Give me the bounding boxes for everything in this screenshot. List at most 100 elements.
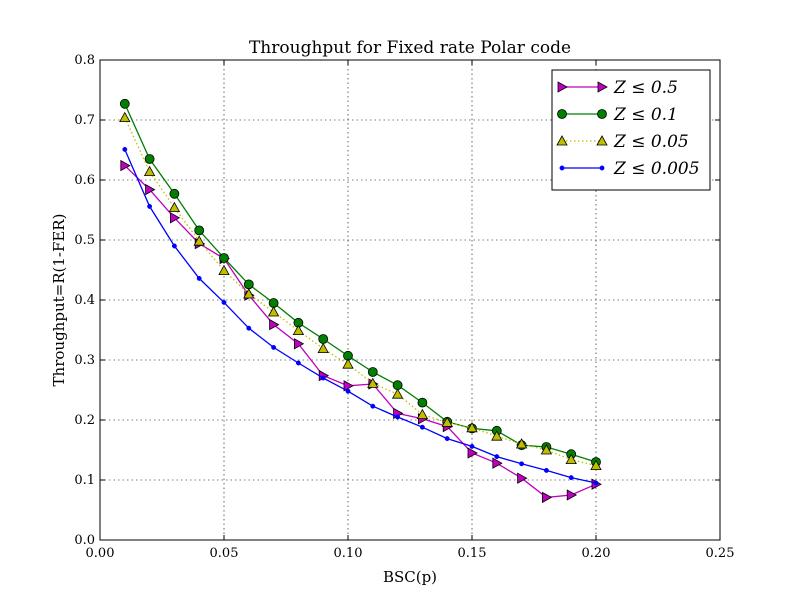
x-tick-label: 0.25 bbox=[706, 546, 735, 561]
data-point bbox=[519, 461, 525, 467]
data-point bbox=[466, 421, 478, 433]
data-point bbox=[416, 408, 429, 420]
data-point bbox=[169, 188, 180, 199]
y-tick-label: 0.6 bbox=[74, 173, 95, 188]
data-point bbox=[269, 318, 280, 331]
y-tick-label: 0.4 bbox=[74, 293, 95, 308]
legend-marker bbox=[597, 81, 608, 93]
data-point bbox=[320, 375, 326, 381]
series-2 bbox=[119, 111, 602, 471]
series-line bbox=[124, 117, 597, 467]
data-point bbox=[419, 424, 425, 430]
legend-marker bbox=[557, 81, 568, 93]
data-point bbox=[268, 298, 279, 308]
x-tick-label: 0.10 bbox=[334, 546, 363, 561]
series-line bbox=[124, 149, 597, 484]
axis-ticks: 0.00 0.05 0.10 0.15 0.20 0.25 0.0 0.1 0.2 0.3 0.4 0… bbox=[74, 53, 734, 561]
data-point bbox=[345, 388, 351, 394]
legend-label: Z ≤ 0.005 bbox=[613, 159, 700, 179]
legend-marker bbox=[556, 135, 568, 146]
data-point bbox=[543, 467, 549, 473]
data-point bbox=[221, 299, 227, 305]
data-point bbox=[391, 388, 404, 399]
data-point bbox=[494, 454, 500, 460]
data-point bbox=[119, 98, 130, 109]
data-point bbox=[517, 472, 528, 484]
data-point bbox=[243, 279, 254, 290]
data-point bbox=[171, 243, 177, 249]
data-point bbox=[593, 480, 599, 486]
y-tick-label: 0.7 bbox=[74, 113, 95, 128]
legend-marker bbox=[559, 165, 565, 171]
data-point bbox=[120, 159, 131, 172]
data-point bbox=[467, 447, 478, 459]
data-point bbox=[317, 342, 329, 354]
legend-marker bbox=[599, 165, 605, 171]
chart-title: Throughput for Fixed rate Polar code bbox=[249, 38, 571, 58]
data-point bbox=[145, 183, 156, 196]
x-tick-label: 0.00 bbox=[86, 546, 115, 561]
data-point bbox=[441, 416, 453, 427]
data-point bbox=[218, 264, 230, 276]
y-tick-label: 0.5 bbox=[74, 233, 95, 248]
data-point bbox=[515, 438, 528, 449]
legend-marker bbox=[597, 109, 607, 119]
data-point bbox=[271, 344, 277, 350]
data-point bbox=[246, 325, 252, 331]
data-point bbox=[267, 306, 280, 317]
data-point bbox=[342, 358, 354, 369]
data-point bbox=[370, 403, 376, 409]
legend-box bbox=[551, 69, 711, 191]
data-point bbox=[590, 459, 602, 471]
y-tick-label: 0.0 bbox=[74, 533, 95, 548]
legend: Z ≤ 0.5 Z ≤ 0.1 Z ≤ 0.05 Z ≤ 0.005 bbox=[551, 69, 711, 191]
data-point bbox=[295, 360, 301, 366]
series-group bbox=[119, 98, 602, 504]
x-tick-label: 0.05 bbox=[210, 546, 239, 561]
data-point bbox=[492, 457, 503, 469]
data-point bbox=[144, 154, 155, 164]
data-point bbox=[568, 475, 574, 481]
data-point bbox=[444, 436, 450, 442]
data-point bbox=[194, 225, 205, 236]
series-3 bbox=[122, 146, 599, 486]
legend-marker bbox=[596, 135, 608, 146]
y-tick-label: 0.2 bbox=[74, 413, 95, 428]
data-point bbox=[193, 235, 205, 246]
data-point bbox=[540, 444, 553, 455]
data-point bbox=[292, 324, 305, 336]
data-point bbox=[343, 380, 354, 392]
data-point bbox=[243, 288, 255, 299]
data-point bbox=[565, 453, 577, 465]
data-point bbox=[542, 491, 553, 504]
data-point bbox=[219, 253, 229, 263]
y-axis-title: Throughput=R(1-FER) bbox=[50, 214, 68, 387]
data-point bbox=[395, 414, 401, 420]
data-point bbox=[169, 212, 181, 224]
data-point bbox=[147, 203, 153, 209]
data-point bbox=[196, 275, 202, 281]
data-point bbox=[417, 397, 428, 408]
data-point bbox=[318, 334, 329, 344]
y-tick-label: 0.8 bbox=[74, 53, 95, 68]
y-tick-label: 0.1 bbox=[74, 473, 95, 488]
data-point bbox=[367, 377, 379, 388]
data-point bbox=[122, 146, 128, 152]
data-point bbox=[566, 489, 578, 501]
legend-marker bbox=[557, 109, 567, 119]
legend-label: Z ≤ 0.5 bbox=[613, 78, 678, 98]
legend-label: Z ≤ 0.05 bbox=[613, 132, 689, 152]
x-tick-label: 0.15 bbox=[458, 546, 487, 561]
data-point bbox=[143, 165, 156, 177]
x-axis-title: BSC(p) bbox=[383, 568, 437, 586]
data-point bbox=[392, 380, 403, 391]
legend-label: Z ≤ 0.1 bbox=[613, 105, 678, 125]
data-point bbox=[168, 201, 181, 213]
x-tick-label: 0.20 bbox=[582, 546, 611, 561]
data-point bbox=[367, 367, 378, 377]
y-tick-label: 0.3 bbox=[74, 353, 95, 368]
data-point bbox=[119, 111, 131, 122]
data-point bbox=[491, 430, 503, 441]
data-point bbox=[293, 338, 305, 350]
